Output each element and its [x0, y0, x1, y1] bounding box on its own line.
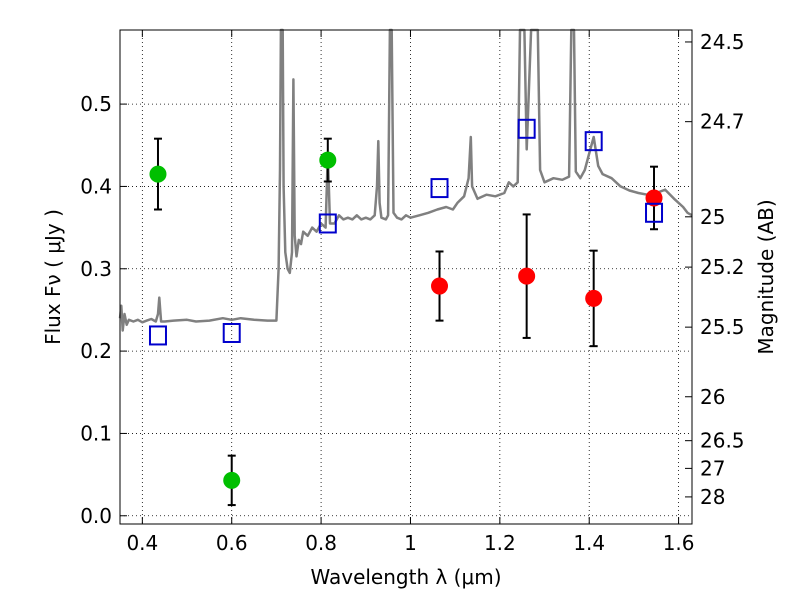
red-data-point: [431, 277, 449, 295]
x-tick-label: 1.4: [573, 531, 605, 555]
y2-tick-label: 24.5: [700, 30, 745, 54]
y2-tick-label: 25.5: [700, 315, 745, 339]
y2-tick-label: 24.7: [700, 110, 745, 134]
y2-axis-label: Magnitude (AB): [754, 199, 778, 354]
grid: [120, 30, 692, 524]
model-square-point: [222, 322, 241, 343]
red-data-point: [518, 267, 536, 285]
model-square-point: [517, 118, 536, 139]
y2-tick-label: 25: [700, 205, 725, 229]
red-data-point: [645, 189, 663, 207]
x-tick-label: 0.8: [305, 531, 337, 555]
y2-tick-label: 26: [700, 385, 725, 409]
error-bars: [153, 137, 659, 507]
spectrum-line: [118, 28, 693, 332]
green-data-point: [149, 165, 167, 183]
y-tick-label: 0.5: [80, 92, 112, 116]
model-square-point: [430, 178, 449, 199]
model-square-point: [318, 213, 337, 234]
tick-labels: 0.4 0.6 0.8 1 1.2 1.4 1.6 0.0 0.1 0.2 0.3 0.4 0.5 24.…: [80, 30, 744, 555]
y-tick-label: 0.0: [80, 504, 112, 528]
y-tick-label: 0.3: [80, 257, 112, 281]
data-markers: [148, 118, 664, 489]
y-axis-label: Flux Fν ( μJy ): [41, 209, 65, 345]
x-tick-label: 0.4: [126, 531, 158, 555]
x-tick-label: 1.6: [663, 531, 695, 555]
y2-tick-label: 27: [700, 456, 725, 480]
model-square-point: [584, 131, 603, 152]
y-tick-label: 0.2: [80, 339, 112, 363]
model-spectrum: [118, 28, 693, 332]
y2-tick-label: 25.2: [700, 255, 745, 279]
x-axis-label: Wavelength λ (μm): [310, 565, 501, 589]
green-data-point: [223, 471, 241, 489]
x-tick-label: 1.2: [484, 531, 516, 555]
green-data-point: [319, 151, 337, 169]
y2-tick-label: 26.5: [700, 429, 745, 453]
y-tick-label: 0.1: [80, 421, 112, 445]
x-tick-label: 0.6: [216, 531, 248, 555]
axis-ticks: [120, 30, 692, 524]
plot-frame: [119, 29, 693, 525]
y2-tick-label: 28: [700, 485, 725, 509]
model-square-point: [148, 325, 167, 346]
x-tick-label: 1: [404, 531, 417, 555]
model-square-point: [645, 202, 664, 223]
y-tick-label: 0.4: [80, 174, 112, 198]
red-data-point: [585, 289, 603, 307]
